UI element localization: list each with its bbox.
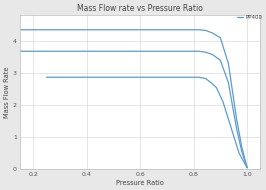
PP400 — [18, 29, 21, 31]
PP400 — [227, 62, 230, 65]
X-axis label: Pressure Ratio: Pressure Ratio — [116, 180, 164, 186]
Y-axis label: Mass Flow Rate: Mass Flow Rate — [4, 66, 10, 118]
PP400 — [246, 166, 249, 169]
PP400 — [235, 117, 238, 119]
Line: PP400: PP400 — [20, 30, 247, 168]
PP400 — [219, 37, 222, 39]
PP400 — [211, 32, 214, 34]
Title: Mass Flow rate vs Pressure Ratio: Mass Flow rate vs Pressure Ratio — [77, 4, 203, 13]
Legend: PP400: PP400 — [237, 15, 263, 20]
PP400 — [197, 29, 201, 31]
PP400 — [204, 29, 207, 32]
PP400 — [240, 146, 243, 148]
